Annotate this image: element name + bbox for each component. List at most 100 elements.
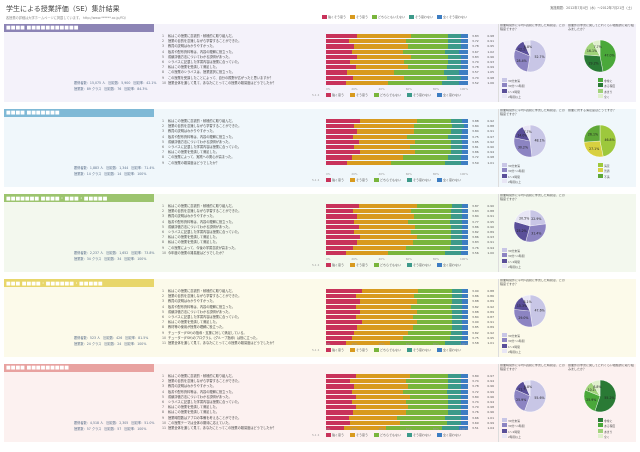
score-variance: 1.05: [487, 70, 494, 75]
bar-segment: [408, 330, 451, 335]
bar-segment: [448, 379, 461, 384]
pie-legend-item: 30分〜1時間: [502, 253, 525, 258]
pie-legend-item: 非常に: [598, 78, 615, 83]
bar-segment: [405, 399, 449, 405]
score-row: 3.59 1.01: [472, 161, 494, 166]
bar-segment: [326, 39, 349, 44]
pie-legend-item: 30分未満: [502, 418, 525, 423]
question-list: 1 私はこの授業に意欲的・積極的に取り組んだ。 2 授業の目的を意識しながら学習するこ…: [162, 289, 312, 346]
bar-segment: [415, 139, 451, 144]
bar-segment: [355, 294, 415, 299]
question-item: 3 教員の説明はわかりやすかった。: [162, 214, 312, 219]
scale-label: 5-1 4: [312, 93, 320, 97]
legend-swatch: [502, 434, 507, 439]
question-text: 私はこの授業を受講して満足した。: [168, 235, 219, 240]
question-text: 授業全体を通して見て、あなたにとってこの授業の難易度はどうでしたか？: [168, 340, 276, 345]
pie-legend-item: 2時間以上: [502, 94, 525, 99]
pie-label: 48.1%: [535, 139, 545, 143]
question-number: 5: [162, 54, 165, 59]
pie-chart: 55.6% 25.9% 11.7%6.8%: [513, 379, 547, 413]
bar-segment: [462, 299, 468, 304]
score-mean: 3.86: [472, 235, 479, 240]
axis-tick: 100%: [460, 427, 468, 431]
score-row: 3.67 1.02: [472, 50, 494, 55]
legend-swatch: [406, 93, 412, 97]
section-title: ■■■ ■■■■・■■■■■■・■■■■■: [6, 281, 103, 287]
bar-segment: [360, 119, 417, 124]
pie-slice: [513, 137, 533, 158]
legend-label: 強く思う: [332, 178, 345, 182]
score-variance: 0.94: [487, 399, 494, 404]
score-variance: 0.90: [487, 224, 494, 229]
legend-label: そう思わない: [412, 178, 431, 182]
pie-legend-item: 普通: [598, 168, 610, 173]
legend-swatch: [374, 178, 380, 182]
bar-segment: [416, 309, 453, 314]
question-item: 9 この授業によって、今後の学習意欲が高まった。: [162, 246, 312, 251]
bar-segment: [408, 219, 450, 224]
score-mean: 3.80: [472, 394, 479, 399]
stacked-bar: [326, 214, 468, 219]
score-mean: 3.74: [472, 399, 479, 404]
pie-label: 22.9%: [531, 217, 541, 221]
legend-label: そう思う: [356, 93, 369, 97]
question-number: 3: [162, 384, 165, 389]
bar-segment: [326, 134, 353, 139]
bar-segment: [360, 150, 416, 155]
score-mean: 3.90: [472, 289, 479, 293]
legend-item: どちらともいえない: [372, 15, 405, 19]
score-variance: 0.92: [487, 119, 494, 123]
stacked-bar: [326, 415, 468, 420]
score-row: 3.82 0.89: [472, 230, 494, 235]
scale-label: 5-1 4: [312, 178, 320, 182]
pie-label: 47.0%: [604, 53, 614, 57]
legend-label: 2時間以上: [508, 180, 521, 185]
stacked-bar: [326, 379, 468, 384]
legend-label: 2時間以上: [508, 350, 521, 355]
bar-segment: [354, 124, 415, 129]
pie-legend-item: 2時間以上: [502, 264, 525, 269]
stacked-bar: [326, 420, 468, 425]
score-variance: 0.86: [487, 294, 494, 299]
bottom-legend-item: どちらでもない: [374, 433, 401, 437]
legend-swatch: [598, 418, 603, 422]
pie-legend-item: 30分未満: [502, 78, 525, 83]
question-number: 5: [162, 224, 165, 229]
score-row: 3.84 0.88: [472, 124, 494, 129]
score-mean: 3.82: [472, 304, 479, 309]
question-text: 板書や配布資料等は、内容の理解に役立った。: [168, 304, 235, 309]
pie-label: 11.7%: [518, 387, 528, 391]
score-row: 3.76 0.96: [472, 410, 494, 415]
axis-tick: 100%: [460, 257, 468, 261]
legend-swatch: [350, 93, 356, 97]
pie-legend: 30分未満 30分〜1時間 1〜2時間 2時間以上: [502, 418, 525, 440]
pie-slice: [599, 124, 617, 157]
bottom-legend-item: 強く思う: [326, 433, 344, 437]
pie-label: 20.5%: [519, 217, 529, 221]
bar-segment: [462, 294, 468, 299]
question-item: 6 シラバスに記載した学習内容は授業に合っていた。: [162, 145, 312, 150]
legend-label: 全く: [604, 95, 610, 100]
score-variance: 0.96: [487, 54, 494, 59]
score-row: 3.70 0.93: [472, 60, 494, 65]
legend-swatch: [502, 258, 507, 263]
stacked-bar: [326, 330, 468, 335]
bar-segment: [452, 204, 463, 209]
stacked-bar: [326, 65, 468, 70]
bar-segment: [350, 379, 406, 384]
question-number: 10: [162, 420, 167, 425]
stacked-bar: [326, 320, 468, 325]
bar-segment: [448, 44, 461, 49]
bar-segment: [326, 389, 352, 394]
score-variance: 0.96: [487, 394, 494, 399]
score-row: 3.83 0.96: [472, 55, 494, 60]
header-subtitle: 各授業の詳細は大学ホームページに掲載しています。 http://www.****…: [6, 16, 126, 20]
question-text: 教員の説明はわかりやすかった。: [168, 129, 216, 134]
bar-segment: [326, 44, 355, 49]
score-row: 3.72 0.99: [472, 390, 494, 395]
question-text: シラバスに記載した学習内容は授業に合っていた。: [168, 144, 242, 149]
bar-segment: [409, 394, 449, 399]
section-stat: 授業数：24 クラス 回収数：24 回収率：100%: [74, 342, 147, 346]
score-row: 3.86 0.93: [472, 235, 494, 240]
bar-segment: [416, 204, 453, 209]
